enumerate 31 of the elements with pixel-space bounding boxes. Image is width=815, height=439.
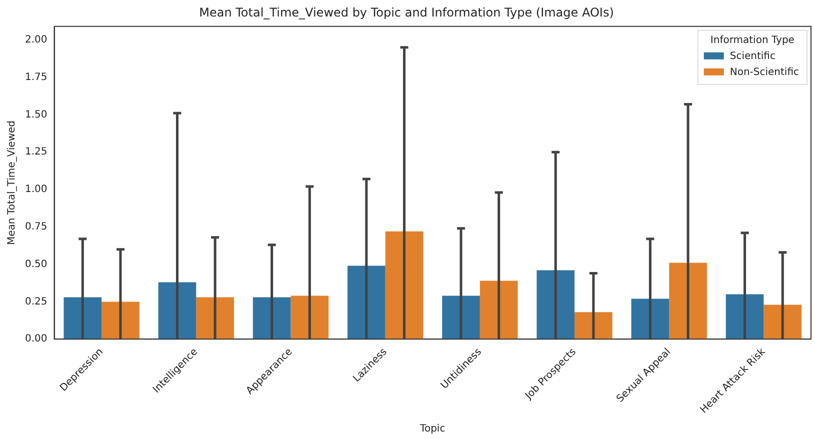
bar: [726, 294, 764, 340]
y-axis-title: Mean Total_Time_Viewed: [6, 120, 18, 245]
y-tick-label: 2.00: [25, 34, 48, 46]
legend-label: Scientific: [730, 50, 776, 62]
bar: [252, 297, 291, 340]
bar: [385, 231, 424, 340]
bar: [158, 282, 196, 340]
bar: [290, 296, 329, 340]
bar: [669, 262, 707, 340]
chart-title: Mean Total_Time_Viewed by Topic and Information Type (Image AOIs): [199, 5, 614, 20]
y-tick-label: 0.25: [25, 296, 48, 308]
y-tick-label: 1.50: [25, 109, 48, 120]
legend-title: Information Type: [710, 34, 794, 46]
y-tick-label: 0.00: [25, 334, 48, 345]
y-tick-label: 1.00: [25, 184, 48, 196]
bar: [480, 280, 518, 340]
y-tick-label: 0.50: [25, 258, 48, 270]
bar: [64, 297, 102, 340]
y-tick-label: 0.75: [25, 221, 48, 232]
bar: [102, 302, 140, 340]
bar: [348, 266, 386, 340]
bar: [631, 298, 670, 340]
bar: [764, 304, 802, 340]
y-tick-label: 1.75: [25, 72, 48, 83]
x-axis-title: Topic: [419, 424, 446, 435]
bar: [536, 270, 575, 340]
bar: [574, 312, 612, 340]
bar: [442, 296, 480, 340]
legend-label: Non-Scientific: [730, 66, 799, 78]
bar: [196, 297, 234, 340]
y-tick-label: 1.25: [25, 146, 48, 158]
